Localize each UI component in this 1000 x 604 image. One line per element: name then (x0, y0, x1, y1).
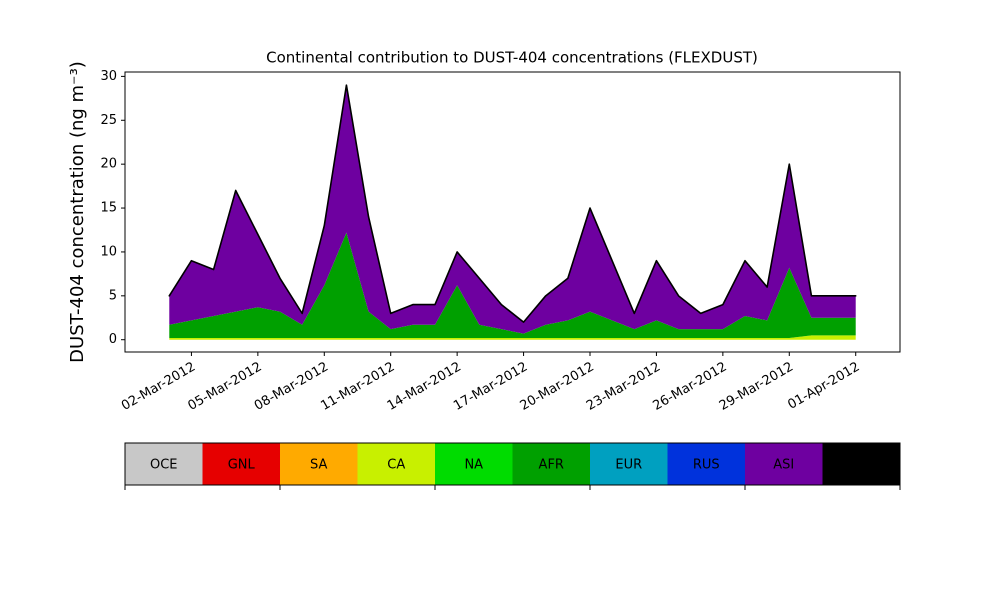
x-tick-label: 20-Mar-2012 (518, 360, 597, 414)
legend-swatch (590, 443, 668, 485)
legend-label: RUS (693, 458, 720, 473)
x-tick-label: 17-Mar-2012 (451, 360, 530, 414)
y-tick-label: 0 (109, 332, 117, 347)
x-tick-label: 02-Mar-2012 (119, 360, 198, 414)
legend-swatch (667, 443, 745, 485)
legend-swatch (280, 443, 358, 485)
legend-label: EUR (615, 458, 642, 473)
legend-label: OCE (150, 458, 178, 473)
area (168, 84, 857, 323)
x-tick-label: 14-Mar-2012 (385, 360, 464, 414)
y-tick-label: 15 (100, 201, 117, 216)
x-tick-label: 11-Mar-2012 (318, 360, 397, 414)
x-tick-label: 08-Mar-2012 (252, 360, 331, 414)
legend-swatch (512, 443, 590, 485)
x-tick-label: 29-Mar-2012 (717, 360, 796, 414)
legend-frame (124, 442, 901, 486)
y-axis-label: DUST-404 concentration (ng m⁻³) (67, 61, 88, 363)
legend-swatch (125, 443, 203, 485)
area (169, 85, 856, 334)
legend-label: AUS (848, 458, 875, 473)
legend-label: GNL (228, 458, 256, 473)
chart-title: Continental contribution to DUST-404 con… (266, 49, 758, 67)
legend-label: CA (387, 458, 405, 473)
y-tick-label: 30 (100, 69, 117, 84)
plot-frame (124, 71, 901, 353)
area (169, 335, 856, 340)
legend-swatch (822, 443, 900, 485)
legend-swatch (357, 443, 435, 485)
legend-swatch (202, 443, 280, 485)
legend-swatch (435, 443, 513, 485)
y-tick-label: 10 (100, 244, 117, 259)
y-tick-label: 25 (100, 113, 117, 128)
legend-label: SA (310, 458, 327, 473)
area (169, 232, 856, 338)
x-tick-label: 26-Mar-2012 (650, 360, 729, 414)
x-tick-label: 01-Apr-2012 (785, 360, 862, 413)
legend-label: AFR (539, 458, 564, 473)
legend-swatch (745, 443, 823, 485)
legend-label: NA (464, 458, 483, 473)
x-tick-label: 05-Mar-2012 (185, 360, 264, 414)
y-tick-label: 20 (100, 157, 117, 172)
y-tick-label: 5 (109, 288, 117, 303)
legend-label: ASI (773, 458, 794, 473)
x-tick-label: 23-Mar-2012 (584, 360, 663, 414)
